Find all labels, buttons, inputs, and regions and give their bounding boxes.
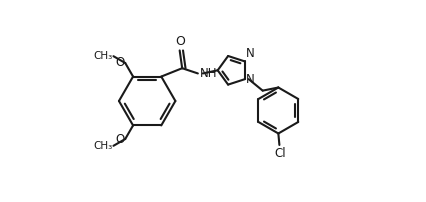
Text: N: N (245, 47, 254, 60)
Text: O: O (115, 57, 125, 69)
Text: N: N (246, 73, 255, 86)
Text: Cl: Cl (275, 147, 286, 160)
Text: NH: NH (199, 67, 217, 80)
Text: CH₃: CH₃ (94, 141, 113, 151)
Text: CH₃: CH₃ (94, 51, 113, 61)
Text: O: O (175, 35, 185, 48)
Text: O: O (115, 133, 125, 145)
